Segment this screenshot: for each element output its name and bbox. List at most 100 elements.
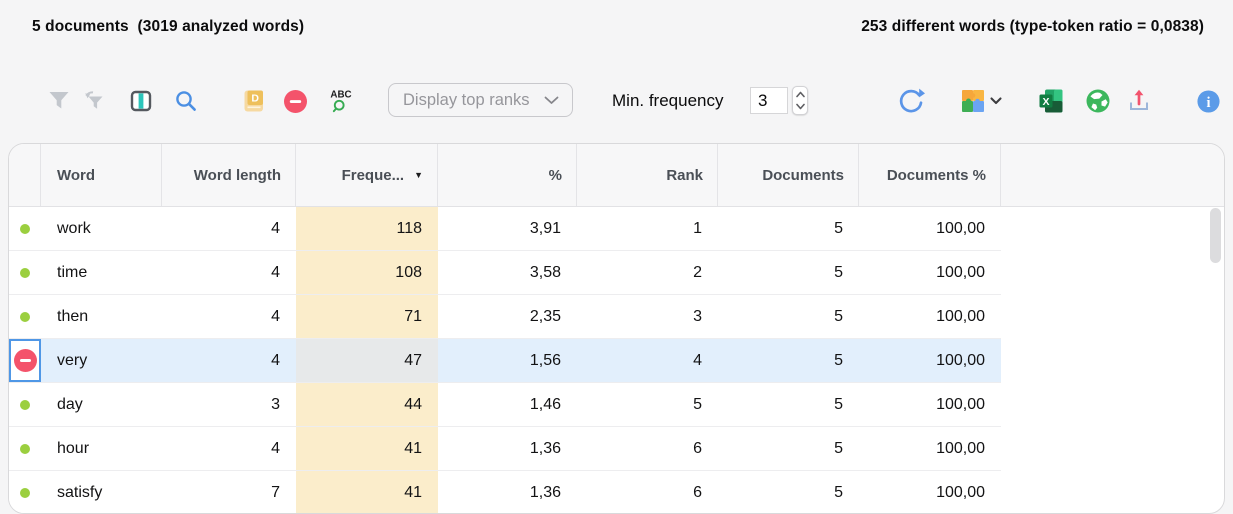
cell-frequency: 41: [296, 471, 438, 513]
row-status-cell: [9, 383, 41, 426]
stopwords-button[interactable]: [276, 82, 314, 120]
column-header-word[interactable]: Word: [41, 144, 162, 206]
vertical-scrollbar-thumb[interactable]: [1210, 208, 1221, 263]
cell-documents: 5: [834, 483, 843, 501]
share-upload-icon: [1130, 89, 1148, 110]
cell-percent: 2,35: [529, 307, 561, 325]
cell-rank: 6: [693, 439, 702, 457]
cell-frequency: 44: [296, 383, 438, 426]
svg-text:ABC: ABC: [330, 89, 351, 100]
column-header-frequency[interactable]: Freque... ▼: [296, 144, 438, 206]
row-status-cell: [9, 251, 41, 294]
cell-rank: 1: [693, 219, 702, 237]
table-row[interactable]: work 4 118 3,91 1 5 100,00: [9, 207, 1001, 251]
table-header: Word Word length Freque... ▼% Rank Documents D…: [9, 144, 1224, 207]
column-header-label: Freque...: [341, 166, 405, 184]
minus-icon: [13, 349, 37, 372]
svg-text:D: D: [251, 93, 259, 105]
cell-frequency: 47: [296, 339, 438, 382]
cell-rank: 2: [693, 263, 702, 281]
cell-word_length: 3: [271, 395, 280, 413]
clear-filter-button[interactable]: [75, 82, 113, 120]
column-header-documents_percent[interactable]: Documents %: [859, 144, 1001, 206]
column-header-word_length[interactable]: Word length: [162, 144, 296, 206]
cell-percent: 3,58: [529, 263, 561, 281]
table-row[interactable]: time 4 108 3,58 2 5 100,00: [9, 251, 1001, 295]
cell-documents: 5: [834, 219, 843, 237]
cell-word: satisfy: [57, 483, 103, 501]
min-frequency-input[interactable]: [750, 87, 788, 114]
row-status-cell: [9, 207, 41, 250]
documents-summary: 5 documents (3019 analyzed words): [32, 18, 305, 35]
cell-word_length: 4: [271, 439, 280, 457]
filter-funnel-icon: [49, 92, 69, 109]
min-frequency-stepper[interactable]: [792, 86, 808, 115]
column-header-label: %: [548, 166, 562, 184]
cell-word: work: [57, 219, 91, 237]
table-row[interactable]: then 4 71 2,35 3 5 100,00: [9, 295, 1001, 339]
excel-export-button[interactable]: X: [1032, 82, 1070, 120]
cell-word_length: 4: [271, 351, 280, 369]
cell-percent: 1,36: [529, 439, 561, 457]
row-status-cell: [9, 295, 41, 338]
chevron-down-icon: [544, 96, 559, 104]
table-row[interactable]: day 3 44 1,46 5 5 100,00: [9, 383, 1001, 427]
columns-button[interactable]: [122, 82, 160, 120]
green-dot-icon: [20, 267, 30, 278]
table-body: work 4 118 3,91 1 5 100,00 time 4 108 3,58 2 5 100,00…: [9, 207, 1224, 513]
column-header-percent[interactable]: %: [438, 144, 577, 206]
spellcheck-button[interactable]: ABC: [321, 82, 359, 120]
display-ranks-dropdown[interactable]: Display top ranks: [388, 83, 573, 117]
sort-descending-icon: ▼: [414, 170, 423, 180]
share-button[interactable]: [1120, 82, 1158, 120]
cell-word_length: 4: [271, 307, 280, 325]
column-header-documents[interactable]: Documents: [718, 144, 859, 206]
cell-word_length: 4: [271, 263, 280, 281]
stepper-down-icon: [795, 103, 805, 110]
cell-documents_percent: 100,00: [936, 307, 985, 325]
cell-word: then: [57, 307, 89, 325]
search-magnifier-icon: [176, 91, 196, 111]
cell-frequency: 118: [296, 207, 438, 250]
cell-documents: 5: [834, 439, 843, 457]
remove-word-button[interactable]: [9, 339, 41, 382]
table-row[interactable]: satisfy 7 41 1,36 6 5 100,00: [9, 471, 1001, 513]
cell-documents_percent: 100,00: [936, 351, 985, 369]
info-button[interactable]: i: [1189, 82, 1227, 120]
dictionary-book-icon: D: [244, 90, 263, 112]
green-dot-icon: [20, 399, 30, 410]
cell-rank: 5: [693, 395, 702, 413]
stepper-up-icon: [795, 91, 805, 98]
excel-export-icon: X: [1039, 89, 1063, 113]
table-row[interactable]: hour 4 41 1,36 6 5 100,00: [9, 427, 1001, 471]
cell-word: day: [57, 395, 83, 413]
column-header-rank[interactable]: Rank: [577, 144, 718, 206]
cell-frequency: 71: [296, 295, 438, 338]
search-button[interactable]: [167, 82, 205, 120]
refresh-button[interactable]: [892, 82, 930, 120]
cell-documents: 5: [834, 263, 843, 281]
cell-word: hour: [57, 439, 90, 457]
filter-button[interactable]: [40, 82, 78, 120]
column-header-label: Documents: [762, 166, 844, 184]
cell-percent: 1,56: [529, 351, 561, 369]
clear-filter-funnel-icon: [85, 91, 103, 109]
spellcheck-abc-icon: ABC: [330, 89, 351, 112]
table-row[interactable]: very 4 47 1,56 4 5 100,00: [9, 339, 1001, 383]
column-header-label: Word length: [193, 166, 281, 184]
row-status-cell: [9, 427, 41, 470]
color-scheme-button[interactable]: [958, 82, 1004, 120]
column-header-label: Rank: [666, 166, 703, 184]
svg-text:i: i: [1206, 94, 1210, 110]
cell-documents_percent: 100,00: [936, 483, 985, 501]
info-icon: i: [1196, 89, 1220, 113]
cell-documents_percent: 100,00: [936, 395, 985, 413]
chevron-down-icon: [990, 97, 1002, 105]
green-dot-icon: [20, 311, 30, 322]
cell-rank: 3: [693, 307, 702, 325]
dictionary-button[interactable]: D: [234, 82, 272, 120]
green-dot-icon: [20, 487, 30, 498]
cell-documents_percent: 100,00: [936, 219, 985, 237]
web-globe-icon: [1086, 89, 1110, 113]
web-export-button[interactable]: [1079, 82, 1117, 120]
